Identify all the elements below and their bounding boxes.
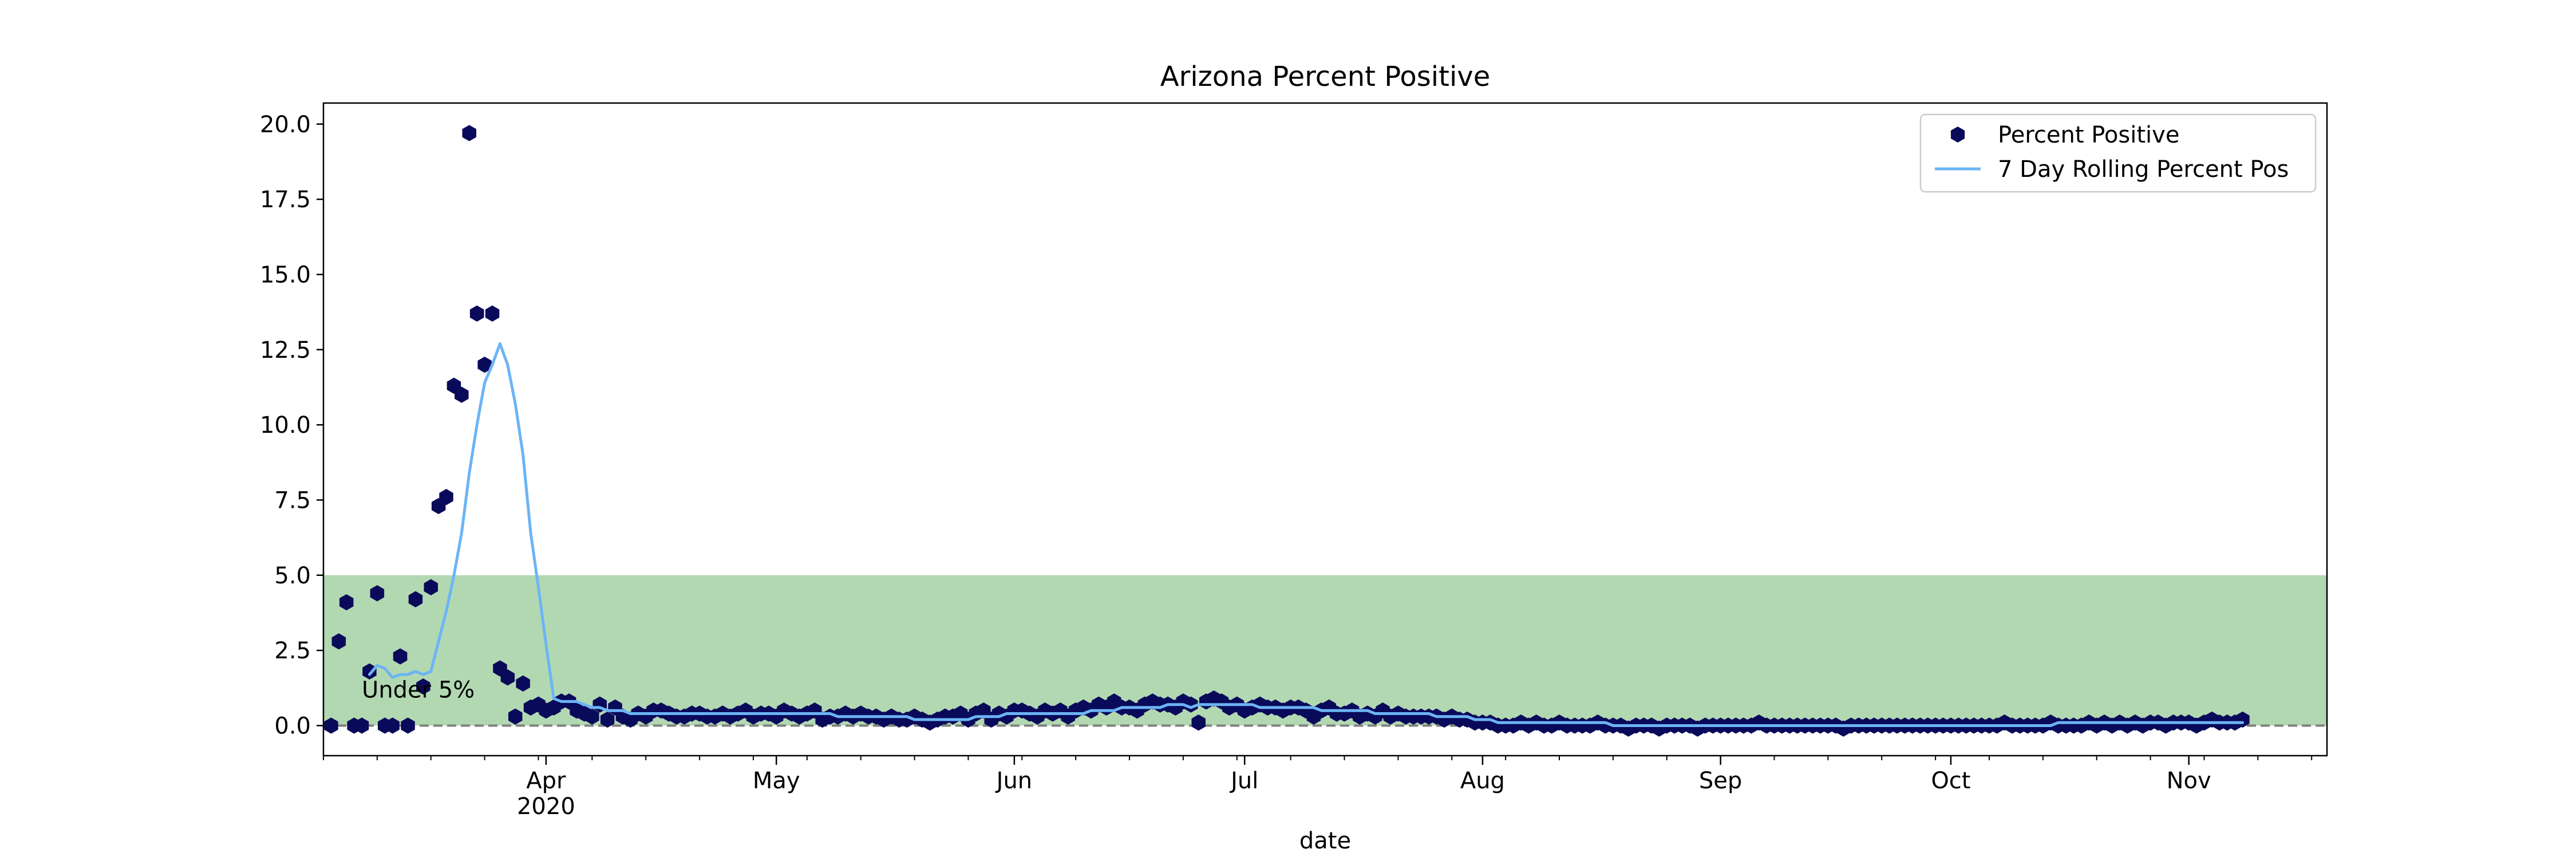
data-point bbox=[324, 717, 338, 734]
band-label: Under 5% bbox=[362, 677, 475, 703]
data-point bbox=[1184, 696, 1198, 713]
y-tick-label: 5.0 bbox=[274, 563, 311, 589]
data-point bbox=[477, 356, 492, 373]
band-layer bbox=[323, 575, 2327, 726]
data-point bbox=[339, 594, 354, 611]
data-point bbox=[462, 125, 476, 141]
x-tick-label: Apr bbox=[526, 768, 566, 794]
y-tick-label: 10.0 bbox=[260, 412, 311, 439]
x-tick-label: Nov bbox=[2167, 768, 2211, 794]
data-point bbox=[516, 675, 530, 692]
chart-title: Arizona Percent Positive bbox=[1160, 61, 1490, 93]
under-5-band bbox=[323, 575, 2327, 726]
x-tick-label: Sep bbox=[1699, 768, 1742, 794]
y-tick-label: 15.0 bbox=[260, 262, 311, 288]
y-tick-label: 0.0 bbox=[274, 713, 311, 739]
data-point bbox=[585, 708, 599, 725]
y-tick-label: 20.0 bbox=[260, 112, 311, 138]
y-tick-label: 17.5 bbox=[260, 187, 311, 213]
legend: Percent Positive 7 Day Rolling Percent P… bbox=[1919, 113, 2317, 193]
data-point bbox=[331, 633, 346, 650]
y-axis: 0.0 2.5 5.0 7.5 10.0 12.5 15.0 17.5 20.0 bbox=[260, 112, 323, 739]
data-point bbox=[508, 708, 523, 725]
data-point bbox=[370, 585, 385, 602]
plot-frame bbox=[322, 102, 2328, 757]
x-tick-label: Oct bbox=[1931, 768, 1970, 794]
data-point bbox=[1191, 714, 1206, 731]
x-tick-label: Jun bbox=[995, 768, 1033, 794]
data-point bbox=[485, 305, 500, 322]
data-point bbox=[424, 579, 438, 595]
x-axis-label: date bbox=[1299, 828, 1351, 854]
x-tick-sublabel: 2020 bbox=[517, 793, 575, 820]
data-point bbox=[408, 591, 423, 607]
y-tick-label: 7.5 bbox=[274, 487, 311, 514]
data-point bbox=[2235, 711, 2250, 728]
data-point bbox=[500, 669, 515, 686]
legend-box bbox=[1919, 113, 2317, 193]
data-point bbox=[455, 386, 469, 403]
series-line-rolling-percent-pos bbox=[368, 342, 2244, 727]
data-point bbox=[439, 489, 453, 505]
x-tick-label: Jul bbox=[1229, 768, 1258, 794]
series-layer bbox=[324, 125, 2250, 737]
data-point bbox=[354, 717, 369, 734]
y-tick-label: 12.5 bbox=[260, 337, 311, 364]
y-tick-label: 2.5 bbox=[274, 638, 311, 664]
data-point bbox=[416, 678, 430, 695]
data-point bbox=[469, 305, 484, 322]
legend-label-percent-positive: Percent Positive bbox=[1998, 122, 2179, 148]
legend-label-rolling: 7 Day Rolling Percent Pos bbox=[1998, 156, 2289, 183]
data-point bbox=[600, 711, 615, 728]
data-point bbox=[393, 648, 408, 665]
x-tick-label: May bbox=[753, 768, 800, 794]
data-point bbox=[385, 717, 400, 734]
legend-marker-percent-positive bbox=[1950, 127, 1965, 143]
data-point bbox=[401, 717, 415, 734]
x-tick-label: Aug bbox=[1460, 768, 1505, 794]
